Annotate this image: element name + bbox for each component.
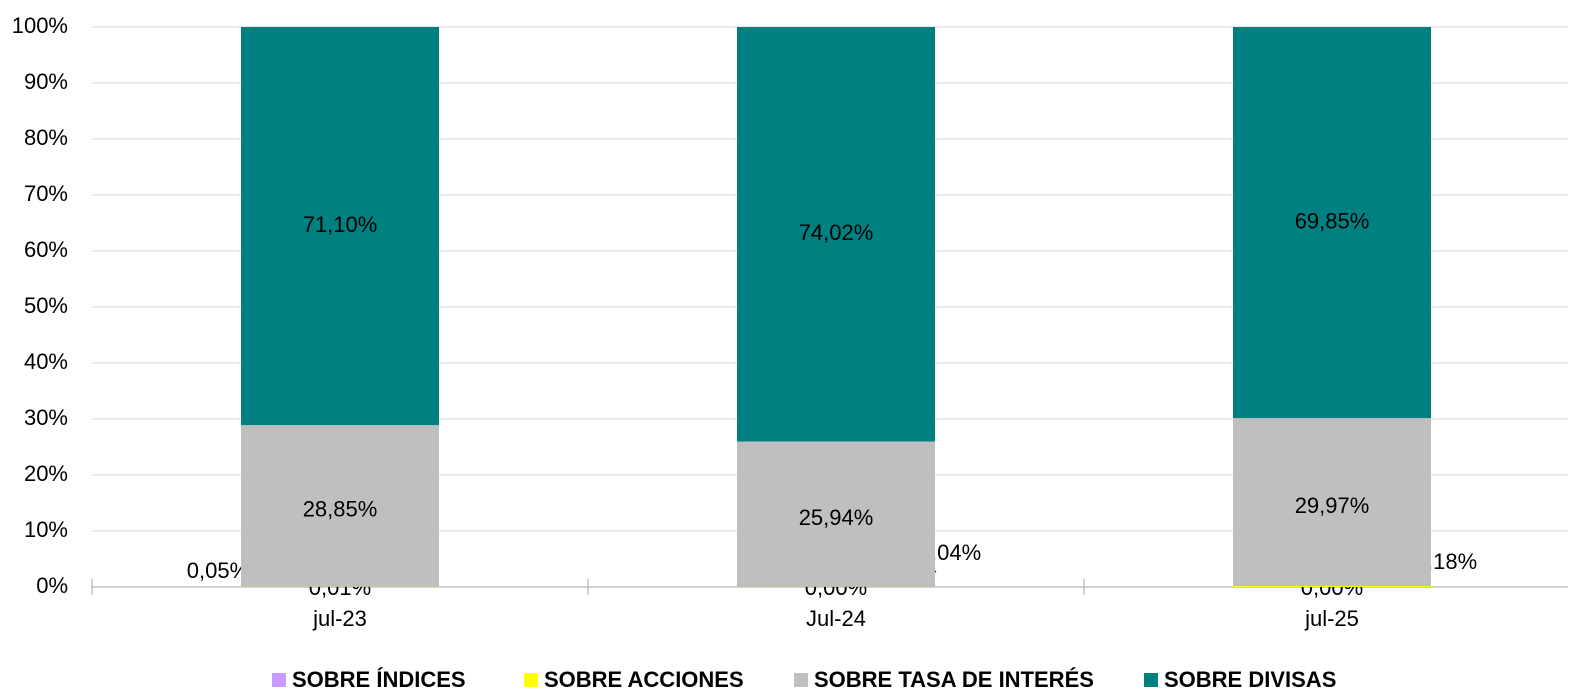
legend-swatch	[1144, 673, 1158, 687]
data-label: 69,85%	[1295, 208, 1370, 233]
data-label: 25,94%	[799, 505, 874, 530]
bar-segment	[241, 425, 439, 587]
bar-segment	[737, 441, 935, 587]
legend-swatch	[272, 673, 286, 687]
y-tick-label: 50%	[24, 293, 68, 318]
bar-segment	[737, 27, 935, 442]
y-tick-label: 60%	[24, 237, 68, 262]
y-tick-label: 40%	[24, 349, 68, 374]
legend-label: SOBRE TASA DE INTERÉS	[814, 667, 1094, 692]
legend-label: SOBRE ÍNDICES	[292, 667, 466, 692]
y-tick-label: 0%	[36, 573, 68, 598]
legend-label: SOBRE ACCIONES	[544, 667, 744, 692]
bar-segment	[1233, 418, 1431, 586]
x-tick-label: Jul-24	[806, 606, 866, 631]
bar-segment	[1233, 585, 1431, 587]
y-tick-label: 90%	[24, 69, 68, 94]
data-label: 28,85%	[303, 497, 378, 522]
y-tick-label: 10%	[24, 517, 68, 542]
legend-swatch	[524, 673, 538, 687]
data-label: 0,05%	[187, 558, 249, 583]
y-tick-label: 30%	[24, 405, 68, 430]
data-label: 29,97%	[1295, 493, 1370, 518]
y-tick-label: 100%	[12, 13, 68, 38]
bar-segment	[1233, 27, 1431, 419]
data-label: 74,02%	[799, 220, 874, 245]
bar-segment	[241, 26, 439, 426]
legend-swatch	[794, 673, 808, 687]
y-tick-label: 70%	[24, 181, 68, 206]
data-label: 71,10%	[303, 212, 378, 237]
y-tick-label: 20%	[24, 461, 68, 486]
x-tick-label: jul-25	[1304, 606, 1359, 631]
y-tick-label: 80%	[24, 125, 68, 150]
legend-label: SOBRE DIVISAS	[1164, 667, 1336, 692]
x-tick-label: jul-23	[312, 606, 367, 631]
